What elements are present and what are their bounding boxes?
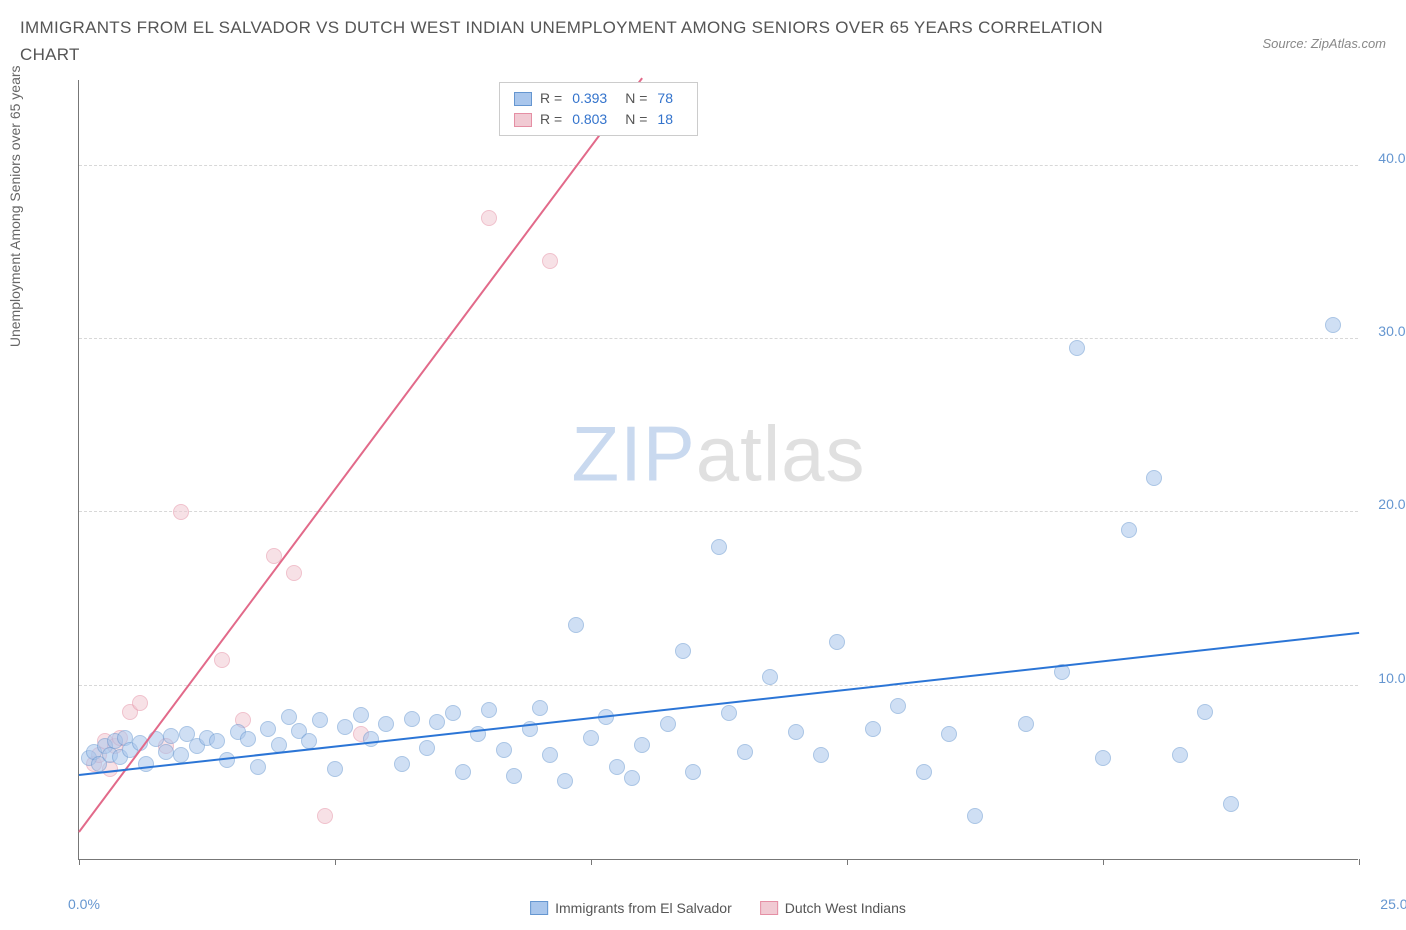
data-point bbox=[1095, 750, 1111, 766]
data-point bbox=[829, 634, 845, 650]
data-point bbox=[481, 210, 497, 226]
data-point bbox=[337, 719, 353, 735]
source-label: Source: ZipAtlas.com bbox=[1262, 36, 1386, 51]
swatch-series-b-icon bbox=[760, 901, 778, 915]
data-point bbox=[353, 707, 369, 723]
gridline bbox=[79, 511, 1358, 512]
data-point bbox=[624, 770, 640, 786]
gridline bbox=[79, 685, 1358, 686]
data-point bbox=[209, 733, 225, 749]
data-point bbox=[1146, 470, 1162, 486]
data-point bbox=[219, 752, 235, 768]
watermark: ZIPatlas bbox=[571, 408, 865, 499]
scatter-plot: ZIPatlas R = 0.393 N = 78 R = 0.803 N = … bbox=[78, 80, 1358, 860]
series-a-label: Immigrants from El Salvador bbox=[555, 900, 732, 916]
data-point bbox=[1172, 747, 1188, 763]
y-tick-label: 30.0% bbox=[1378, 323, 1406, 339]
data-point bbox=[1197, 704, 1213, 720]
data-point bbox=[557, 773, 573, 789]
data-point bbox=[1018, 716, 1034, 732]
data-point bbox=[158, 744, 174, 760]
data-point bbox=[173, 747, 189, 763]
legend-series: Immigrants from El Salvador Dutch West I… bbox=[530, 900, 906, 916]
data-point bbox=[660, 716, 676, 732]
x-tick bbox=[1359, 859, 1360, 865]
data-point bbox=[481, 702, 497, 718]
data-point bbox=[721, 705, 737, 721]
data-point bbox=[675, 643, 691, 659]
data-point bbox=[496, 742, 512, 758]
swatch-series-a bbox=[514, 92, 532, 106]
data-point bbox=[317, 808, 333, 824]
data-point bbox=[419, 740, 435, 756]
data-point bbox=[445, 705, 461, 721]
data-point bbox=[609, 759, 625, 775]
series-b-label: Dutch West Indians bbox=[785, 900, 906, 916]
chart-title: IMMIGRANTS FROM EL SALVADOR VS DUTCH WES… bbox=[20, 14, 1120, 68]
data-point bbox=[394, 756, 410, 772]
data-point bbox=[967, 808, 983, 824]
data-point bbox=[378, 716, 394, 732]
data-point bbox=[240, 731, 256, 747]
legend-stats: R = 0.393 N = 78 R = 0.803 N = 18 bbox=[499, 82, 698, 136]
data-point bbox=[214, 652, 230, 668]
y-tick-label: 20.0% bbox=[1378, 496, 1406, 512]
data-point bbox=[455, 764, 471, 780]
gridline bbox=[79, 338, 1358, 339]
chart-container: Unemployment Among Seniors over 65 years… bbox=[60, 80, 1390, 880]
data-point bbox=[138, 756, 154, 772]
data-point bbox=[260, 721, 276, 737]
data-point bbox=[250, 759, 266, 775]
swatch-series-a-icon bbox=[530, 901, 548, 915]
trend-line bbox=[79, 632, 1359, 776]
data-point bbox=[583, 730, 599, 746]
data-point bbox=[132, 695, 148, 711]
y-tick-label: 40.0% bbox=[1378, 150, 1406, 166]
data-point bbox=[1325, 317, 1341, 333]
x-tick bbox=[591, 859, 592, 865]
x-axis-start: 0.0% bbox=[68, 896, 100, 912]
data-point bbox=[865, 721, 881, 737]
data-point bbox=[685, 764, 701, 780]
data-point bbox=[327, 761, 343, 777]
data-point bbox=[737, 744, 753, 760]
x-tick bbox=[335, 859, 336, 865]
data-point bbox=[1223, 796, 1239, 812]
data-point bbox=[813, 747, 829, 763]
x-tick bbox=[847, 859, 848, 865]
data-point bbox=[762, 669, 778, 685]
gridline bbox=[79, 165, 1358, 166]
data-point bbox=[941, 726, 957, 742]
data-point bbox=[404, 711, 420, 727]
data-point bbox=[532, 700, 548, 716]
x-tick bbox=[79, 859, 80, 865]
x-axis-end: 25.0% bbox=[1380, 896, 1406, 912]
y-axis-title: Unemployment Among Seniors over 65 years bbox=[7, 65, 23, 347]
data-point bbox=[506, 768, 522, 784]
data-point bbox=[634, 737, 650, 753]
data-point bbox=[363, 731, 379, 747]
data-point bbox=[1121, 522, 1137, 538]
data-point bbox=[312, 712, 328, 728]
data-point bbox=[916, 764, 932, 780]
data-point bbox=[568, 617, 584, 633]
data-point bbox=[1069, 340, 1085, 356]
data-point bbox=[173, 504, 189, 520]
x-tick bbox=[1103, 859, 1104, 865]
data-point bbox=[542, 747, 558, 763]
data-point bbox=[711, 539, 727, 555]
data-point bbox=[163, 728, 179, 744]
data-point bbox=[281, 709, 297, 725]
data-point bbox=[286, 565, 302, 581]
y-tick-label: 10.0% bbox=[1378, 670, 1406, 686]
data-point bbox=[429, 714, 445, 730]
data-point bbox=[542, 253, 558, 269]
data-point bbox=[890, 698, 906, 714]
data-point bbox=[788, 724, 804, 740]
swatch-series-b bbox=[514, 113, 532, 127]
